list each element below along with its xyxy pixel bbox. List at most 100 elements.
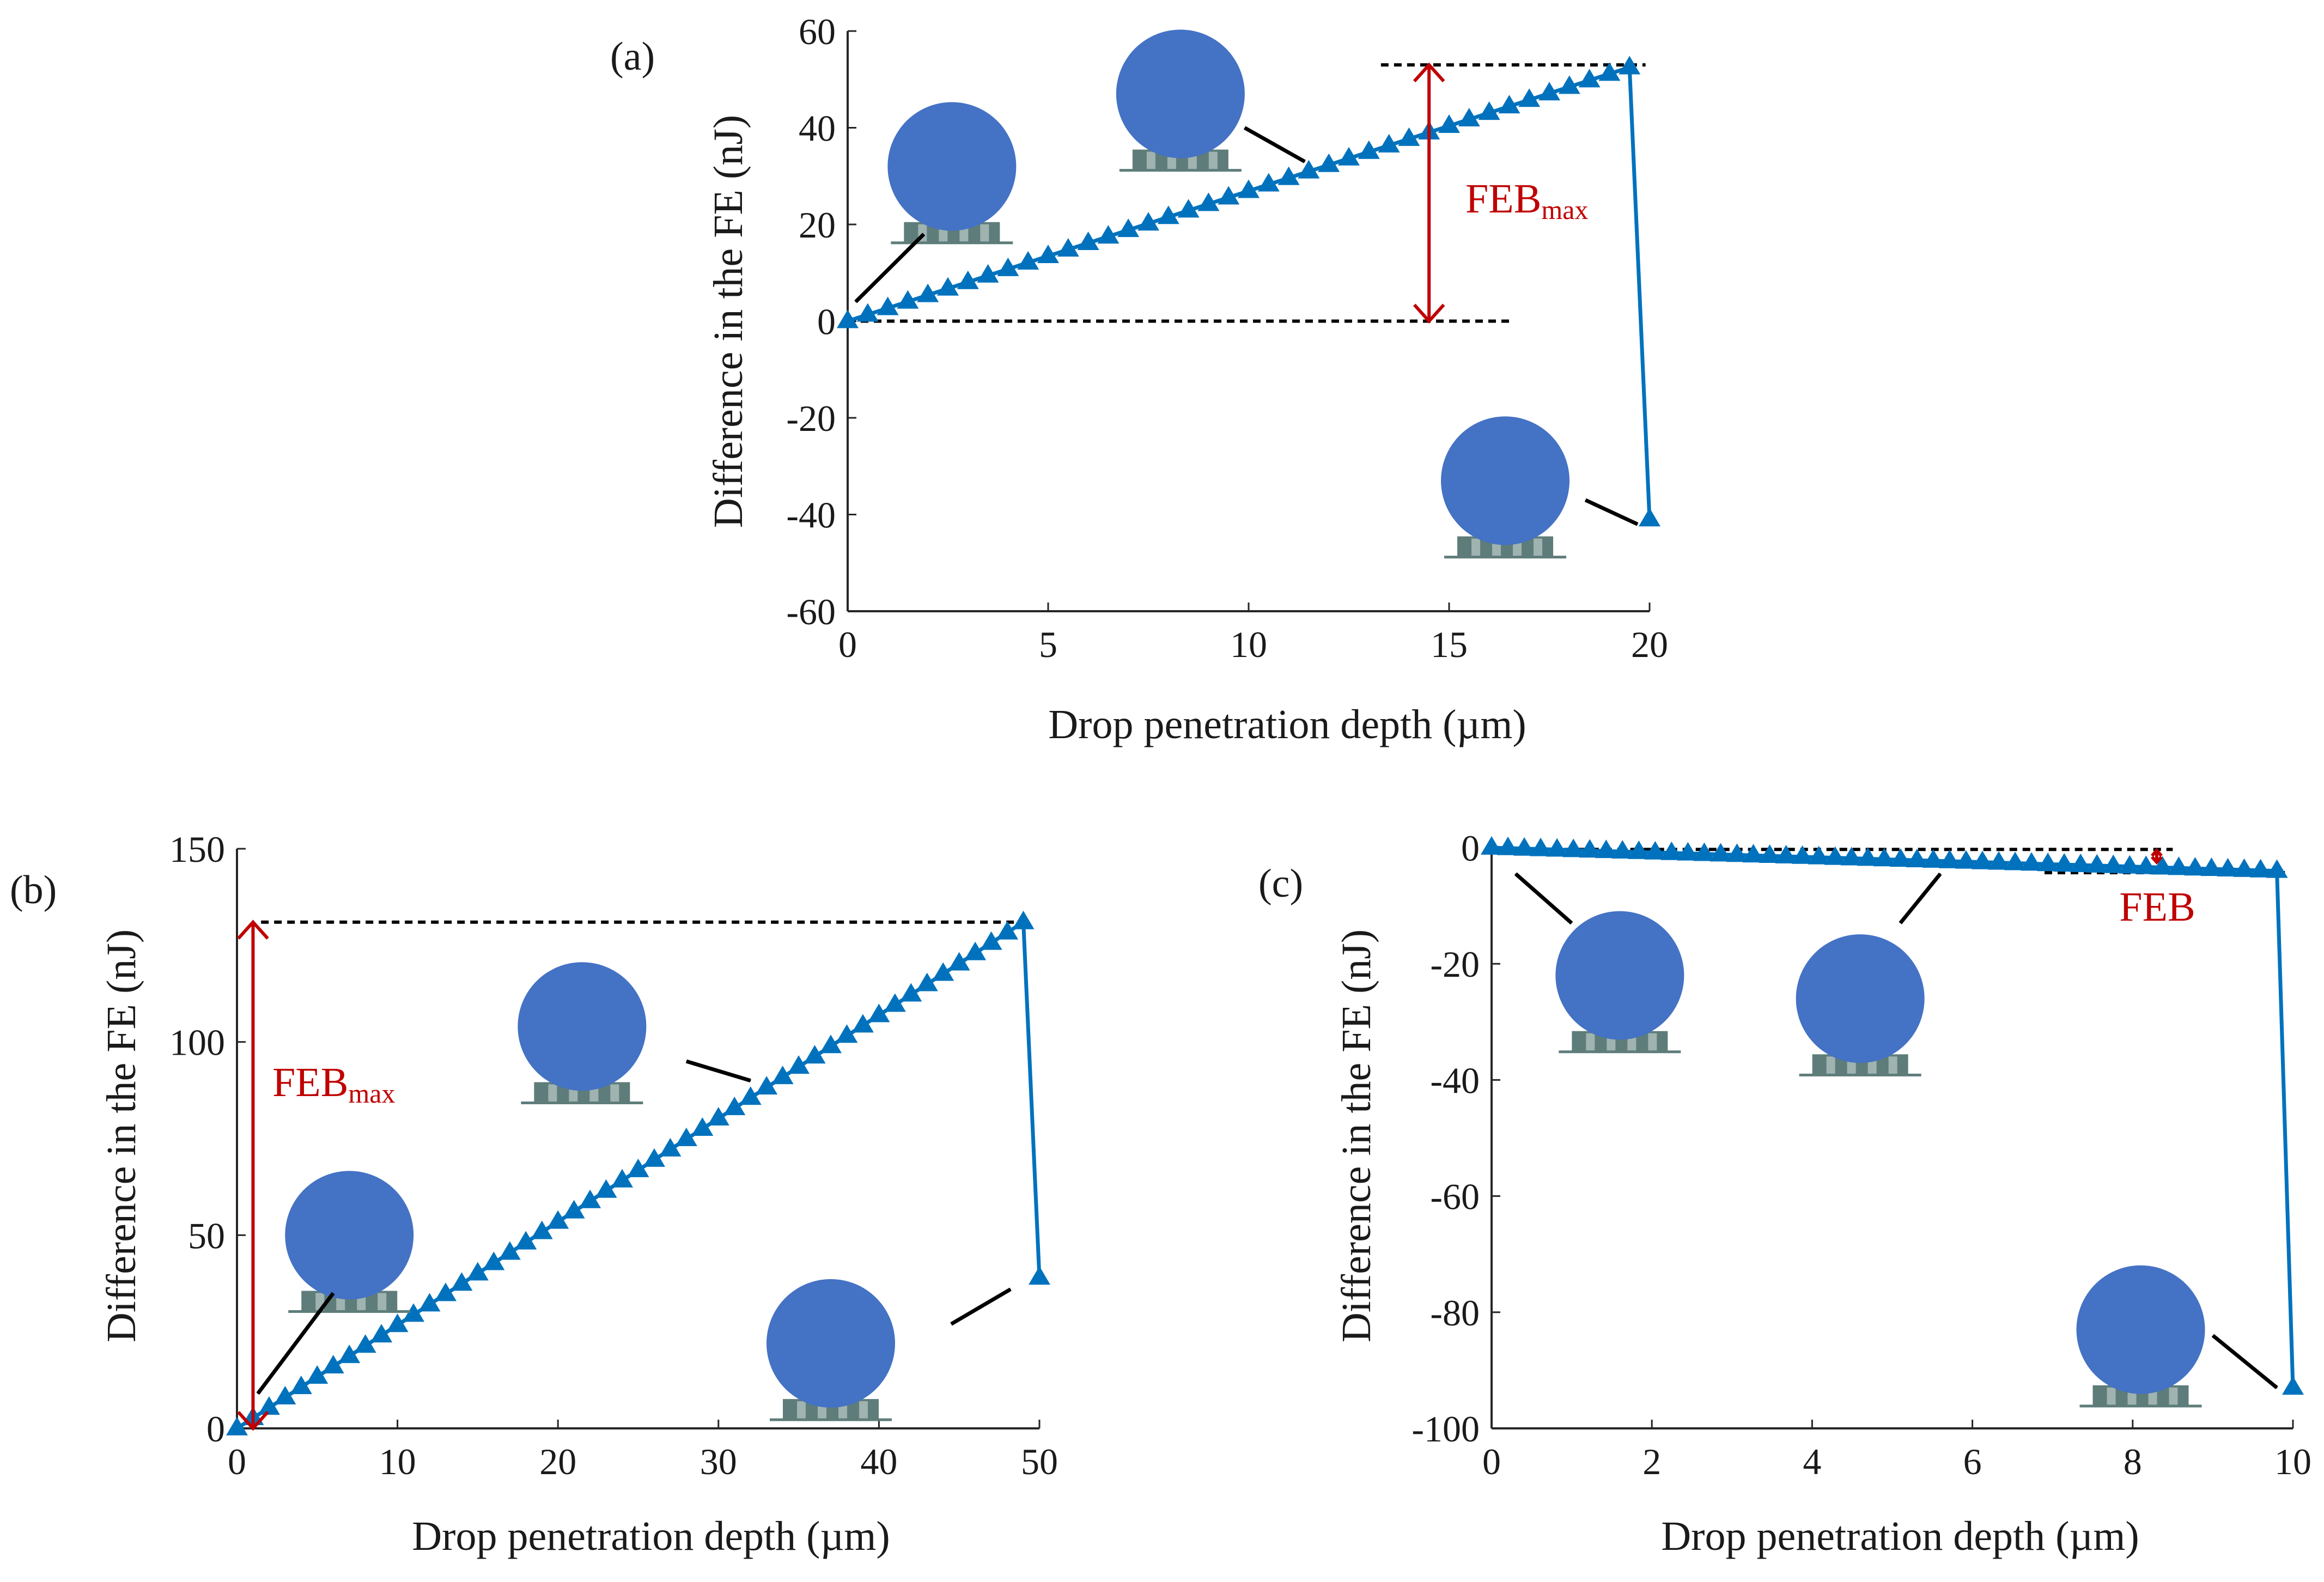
panel-b-data-point: [354, 1334, 376, 1353]
pillar-gap: [1888, 1056, 1897, 1074]
panel-c-y-tick-label: 0: [1461, 827, 1480, 869]
panel-a-data-point: [1578, 69, 1601, 88]
panel-b-data-point: [483, 1251, 505, 1270]
droplet: [518, 962, 647, 1091]
panel-c-data-point: [2168, 856, 2190, 875]
panel-c-data-point: [1562, 838, 1585, 857]
panel-a-data-point: [897, 290, 919, 309]
panel-c-y-tick-label: -80: [1430, 1292, 1480, 1334]
panel-b-data-point: [675, 1127, 697, 1146]
panel-c-x-tick-label: 8: [2124, 1441, 2142, 1482]
pillar-gap: [1534, 538, 1543, 556]
panel-c-data-point: [1922, 849, 1944, 868]
pillar-gap: [1826, 1056, 1835, 1074]
panel-a-data-point: [1639, 508, 1660, 527]
panel-c-data-point: [1595, 839, 1617, 859]
panel-a-data-point: [957, 270, 979, 289]
droplet-on-pillars-icon: [887, 102, 1017, 245]
panel-b-feb-label: FEBmax: [272, 1060, 395, 1109]
pillar-gap: [1208, 151, 1218, 169]
panel-a-data-point: [1077, 232, 1099, 251]
pillar-gap: [2169, 1387, 2178, 1405]
panel-c-pointer-arrow: [2211, 1334, 2278, 1390]
panel-b-y-tick-label: 150: [169, 829, 225, 870]
panel-c-data-point: [2135, 855, 2157, 874]
panel-c-data-point: [1677, 842, 1699, 861]
panel-b-y-tick-label: 0: [206, 1408, 225, 1450]
panel-b-data-point: [547, 1210, 569, 1229]
panel-b-data-point: [418, 1293, 441, 1312]
panel-b-data-point: [627, 1158, 649, 1177]
panel-c-data-point: [2070, 853, 2092, 872]
panel-c-pointer-arrow: [1899, 872, 1942, 924]
panel-a-data-point: [1458, 108, 1480, 127]
panel-a-data-point: [1057, 238, 1079, 257]
panel-a-data-point: [1338, 147, 1360, 166]
panel-b-y-axis-label: Difference in the FE (nJ): [99, 929, 144, 1342]
droplet: [766, 1279, 896, 1408]
panel-b-data-point: [948, 952, 970, 971]
panel-c-data-point: [1742, 844, 1765, 863]
panel-b-data-point: [900, 983, 922, 1002]
panel-a-data-point: [1238, 179, 1260, 198]
panel-a-y-tick-label: 20: [799, 204, 836, 246]
panel-a-data-point: [1498, 95, 1520, 114]
panel-c-data-point: [2200, 857, 2223, 877]
panel-a-data-point: [1398, 127, 1420, 146]
panel-c-data-point: [2004, 851, 2027, 871]
panel-b-x-tick-label: 40: [860, 1441, 897, 1482]
panel-a-data-point: [1177, 199, 1200, 218]
panel-b-x-tick-label: 50: [1021, 1441, 1058, 1482]
panel-c-data-point: [1988, 851, 2010, 870]
panel-a-data-point: [917, 283, 939, 302]
panel-a-data-point: [1257, 173, 1280, 192]
droplet-on-pillars-icon: [1441, 416, 1570, 559]
droplet-on-pillars-icon: [766, 1279, 896, 1421]
panel-a-data-point: [1017, 251, 1039, 270]
panel-c-x-tick-label: 10: [2274, 1441, 2311, 1482]
panel-a-data-point: [1598, 62, 1621, 81]
panel-c-x-tick-label: 0: [1482, 1441, 1501, 1482]
panel-a-data-point: [1117, 218, 1140, 238]
panel-a-y-tick-label: -60: [786, 591, 836, 632]
panel-b-data-point: [996, 921, 1019, 940]
panel-c-data-point: [1873, 848, 1895, 867]
pillar-gap: [980, 224, 989, 242]
droplet: [1796, 934, 1925, 1063]
panel-c-data-point: [1791, 845, 1814, 864]
panel-c-data-point: [2233, 858, 2255, 877]
panel-a-data-point: [856, 303, 879, 322]
droplet: [1555, 911, 1684, 1040]
panel-c-data-point: [1906, 849, 1928, 868]
panel-b-data-point: [707, 1107, 729, 1126]
panel-c-data-point: [2249, 859, 2272, 878]
panel-a-feb-arrowhead-top: [1413, 62, 1445, 83]
panel-b-data-point: [258, 1396, 280, 1415]
panel-b-data-point: [226, 1416, 248, 1435]
panel-a-pointer-arrow: [854, 233, 926, 303]
panel-c-data-point: [2184, 857, 2206, 876]
panel-b-data-point: [691, 1117, 714, 1136]
panel-b-data-point: [739, 1086, 762, 1105]
panel-b-data-point: [274, 1386, 296, 1405]
panel-a-x-tick-label: 15: [1431, 624, 1468, 665]
panel-b-x-tick-label: 10: [379, 1441, 416, 1482]
panel-c-data-point: [1759, 844, 1781, 863]
panel-a-pointer-arrow: [1243, 126, 1306, 163]
panel-a-data-point: [1358, 140, 1380, 159]
panel-a-data-point: [877, 296, 899, 315]
pillar-gap: [548, 1084, 557, 1102]
panel-b-data-point: [884, 993, 906, 1012]
panel-b-x-tick-label: 0: [228, 1441, 246, 1482]
panel-c-y-axis-label: Difference in the FE (nJ): [1334, 929, 1379, 1342]
panel-c-data-point: [2037, 853, 2059, 872]
panel-a-data-point: [1197, 192, 1220, 211]
panel-b-data-point: [322, 1355, 344, 1374]
panel-c-data-point: [1530, 837, 1552, 856]
panel-b-y-tick-label: 50: [188, 1215, 225, 1256]
panel-b-data-point: [338, 1344, 361, 1364]
pillar-gap: [610, 1084, 619, 1102]
panel-c-data-point: [1628, 840, 1650, 859]
panel-b-feb-arrowhead-top: [237, 920, 269, 940]
